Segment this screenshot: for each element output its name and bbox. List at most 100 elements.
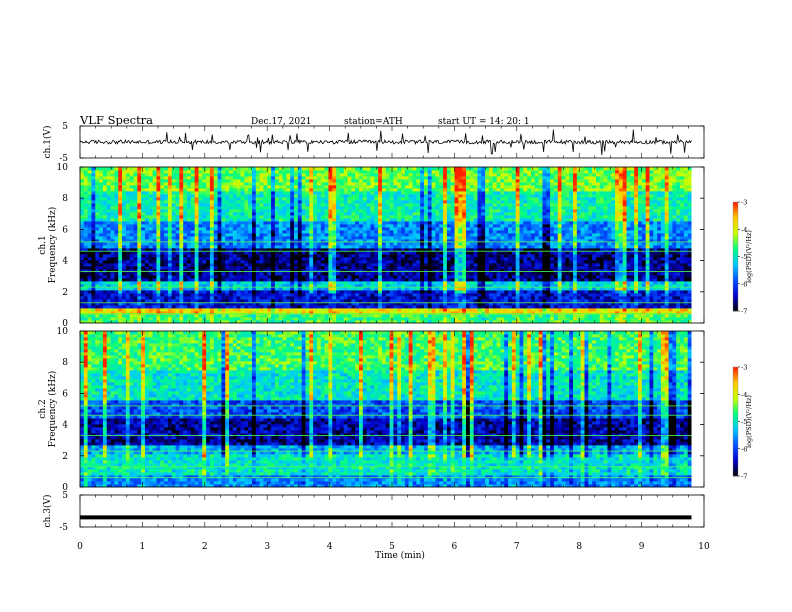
spectrogram-cell <box>102 224 108 228</box>
spectrogram-cell <box>152 176 157 180</box>
spectrogram-cell <box>301 221 306 225</box>
spectrogram-cell <box>305 185 310 189</box>
spectrogram-cell <box>194 245 199 249</box>
spectrogram-cell <box>209 233 215 237</box>
spectrogram-cell <box>271 212 276 216</box>
spectrogram-cell <box>282 191 287 195</box>
spectrogram-cell <box>381 272 387 276</box>
spectrogram-cell <box>309 251 314 255</box>
spectrogram-cell <box>427 170 433 174</box>
spectrogram-cell <box>374 293 379 297</box>
spectrogram-cell <box>114 221 119 225</box>
spectrogram-cell <box>427 197 433 201</box>
spectrogram-cell <box>95 215 100 219</box>
spectrogram-cell <box>397 314 402 318</box>
spectrogram-cell <box>148 296 154 300</box>
spectrogram-cell <box>244 230 249 234</box>
spectrogram-cell <box>95 284 100 288</box>
spectrogram-cell <box>381 293 387 297</box>
spectrogram-cell <box>374 296 379 300</box>
spectrogram-cell <box>397 242 402 246</box>
spectrogram-cell <box>301 278 306 282</box>
spectrogram-cell <box>213 299 218 303</box>
spectrogram-cell <box>190 263 196 267</box>
spectrogram-cell <box>95 293 100 297</box>
spectrogram-cell <box>271 230 276 234</box>
spectrogram-cell <box>324 224 329 228</box>
spectrogram-cell <box>423 257 429 261</box>
spectrogram-cell <box>316 230 322 234</box>
spectrogram-cell <box>83 257 89 261</box>
spectrogram-cell <box>309 224 314 228</box>
spectrogram-cell <box>83 218 89 222</box>
spectrogram-cell <box>190 317 196 321</box>
spectrogram-cell <box>137 221 142 225</box>
spectrogram-cell <box>401 257 406 261</box>
spectrogram-cell <box>110 233 115 237</box>
spectrogram-cell <box>114 257 119 261</box>
spectrogram-cell <box>179 275 184 279</box>
spectrogram-cell <box>114 170 119 174</box>
spectrogram-cell <box>198 176 203 180</box>
spectrogram-cell <box>164 215 169 219</box>
spectrogram-cell <box>225 215 230 219</box>
spectrogram-cell <box>393 245 398 249</box>
spectrogram-cell <box>213 302 218 306</box>
spectrogram-cell <box>435 173 440 177</box>
spectrogram-cell <box>359 299 364 303</box>
spectrogram-cell <box>274 209 280 213</box>
spectrogram-cell <box>171 281 176 285</box>
spectrogram-cell <box>259 287 264 291</box>
spectrogram-cell <box>87 290 92 294</box>
spectrogram-cell <box>102 173 108 177</box>
spectrogram-cell <box>309 218 314 222</box>
spectrogram-cell <box>427 179 433 183</box>
spectrogram-cell <box>316 185 322 189</box>
spectrogram-cell <box>80 224 85 228</box>
spectrogram-cell <box>122 167 127 171</box>
spectrogram-cell <box>217 215 222 219</box>
spectrogram-cell <box>240 272 245 276</box>
spectrogram-cell <box>313 179 318 183</box>
spectrogram-cell <box>332 317 337 321</box>
spectrogram-cell <box>366 239 371 243</box>
spectrogram-cell <box>106 200 111 204</box>
spectrogram-cell <box>316 251 322 255</box>
spectrogram-cell <box>324 257 329 261</box>
spectrogram-cell <box>389 230 394 234</box>
spectrogram-cell <box>118 251 123 255</box>
spectrogram-cell <box>232 275 238 279</box>
spectrogram-cell <box>167 215 173 219</box>
spectrogram-cell <box>110 287 115 291</box>
spectrogram-cell <box>362 206 368 210</box>
spectrogram-cell <box>389 254 394 258</box>
spectrogram-cell <box>336 248 341 252</box>
spectrogram-cell <box>259 308 264 312</box>
spectrogram-cell <box>343 305 348 309</box>
spectrogram-cell <box>404 185 410 189</box>
spectrogram-cell <box>118 176 123 180</box>
spectrogram-cell <box>290 314 295 318</box>
spectrogram-cell <box>141 254 146 258</box>
spectrogram-cell <box>236 227 241 231</box>
spectrogram-cell <box>190 209 196 213</box>
spectrogram-cell <box>106 194 111 198</box>
spectrogram-cell <box>179 209 184 213</box>
spectrogram-cell <box>217 182 222 186</box>
spectrogram-cell <box>232 266 238 270</box>
spectrogram-cell <box>381 179 387 183</box>
spectrogram-cell <box>129 218 134 222</box>
spectrogram-cell <box>290 194 295 198</box>
spectrogram-cell <box>164 182 169 186</box>
spectrogram-cell <box>336 215 341 219</box>
spectrogram-cell <box>408 287 413 291</box>
spectrogram-cell <box>206 209 211 213</box>
spectrogram-cell <box>286 266 291 270</box>
spectrogram-cell <box>339 239 345 243</box>
spectrogram-cell <box>194 275 199 279</box>
spectrogram-cell <box>236 239 241 243</box>
spectrogram-cell <box>301 176 306 180</box>
spectrogram-cell <box>217 302 222 306</box>
spectrogram-cell <box>232 185 238 189</box>
spectrogram-cell <box>378 302 383 306</box>
